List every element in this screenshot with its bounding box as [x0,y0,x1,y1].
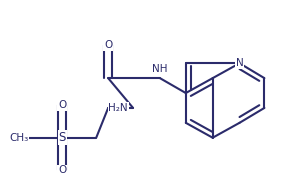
Text: O: O [104,40,112,50]
Text: N: N [236,58,243,68]
Text: H₂N: H₂N [108,103,128,113]
Text: S: S [59,131,66,144]
Text: NH: NH [152,64,168,74]
Text: O: O [58,166,67,176]
Text: CH₃: CH₃ [9,133,28,143]
Text: O: O [58,100,67,110]
